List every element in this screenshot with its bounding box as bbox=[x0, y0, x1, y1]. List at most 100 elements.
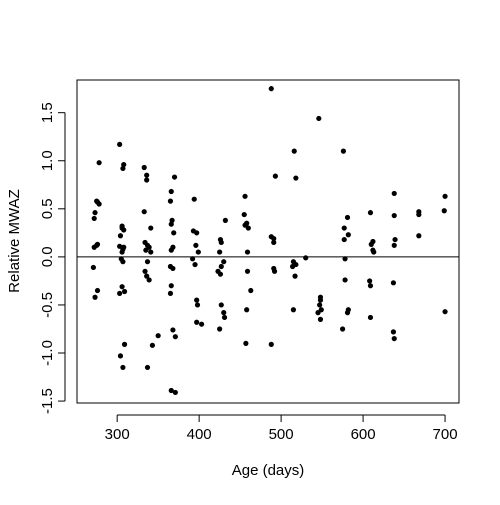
point bbox=[243, 340, 249, 346]
point bbox=[168, 188, 174, 195]
point bbox=[290, 307, 297, 313]
y-tick-label: -0.5 bbox=[39, 292, 56, 318]
point bbox=[344, 310, 351, 316]
point bbox=[317, 302, 323, 308]
point bbox=[392, 236, 398, 243]
point bbox=[168, 283, 174, 289]
point bbox=[242, 193, 248, 199]
point bbox=[117, 290, 123, 297]
point bbox=[90, 264, 96, 271]
x-tick-label: 500 bbox=[269, 426, 294, 443]
point bbox=[155, 333, 161, 339]
y-axis-label: Relative MWAZ bbox=[6, 189, 23, 293]
point bbox=[119, 284, 125, 290]
point bbox=[168, 221, 174, 227]
point bbox=[199, 321, 205, 327]
point bbox=[221, 259, 227, 265]
point bbox=[119, 223, 125, 229]
point bbox=[218, 263, 224, 270]
point bbox=[292, 273, 298, 279]
point bbox=[272, 173, 278, 179]
point bbox=[291, 148, 297, 154]
point bbox=[391, 190, 397, 197]
point bbox=[244, 249, 251, 255]
point bbox=[193, 242, 199, 248]
point bbox=[144, 172, 150, 178]
point bbox=[192, 261, 198, 268]
point bbox=[141, 209, 147, 215]
point bbox=[271, 239, 277, 246]
point bbox=[189, 256, 196, 262]
point bbox=[121, 161, 127, 168]
point bbox=[442, 193, 448, 199]
y-tick-label: 1.0 bbox=[39, 150, 56, 171]
point bbox=[121, 288, 128, 295]
point bbox=[120, 364, 126, 371]
point bbox=[244, 268, 251, 274]
point bbox=[143, 247, 149, 253]
point bbox=[271, 236, 277, 242]
point bbox=[141, 164, 147, 171]
point bbox=[170, 265, 176, 272]
point bbox=[341, 225, 347, 231]
point bbox=[317, 297, 324, 303]
point bbox=[268, 341, 274, 347]
point bbox=[315, 310, 321, 316]
point bbox=[222, 217, 228, 223]
y-tick-label: -1.0 bbox=[39, 340, 56, 366]
point bbox=[391, 212, 397, 219]
point bbox=[367, 210, 374, 216]
point bbox=[317, 316, 324, 322]
point bbox=[217, 249, 223, 255]
point bbox=[171, 174, 178, 180]
point bbox=[391, 242, 397, 248]
point bbox=[218, 302, 224, 308]
y-tick-label: 1.5 bbox=[39, 102, 56, 123]
point bbox=[117, 233, 124, 239]
point bbox=[390, 329, 397, 335]
point bbox=[344, 214, 351, 221]
point bbox=[96, 160, 102, 166]
point bbox=[217, 271, 224, 277]
point bbox=[341, 236, 347, 243]
point bbox=[371, 249, 377, 255]
point bbox=[367, 314, 374, 321]
point bbox=[168, 247, 174, 253]
point bbox=[442, 309, 448, 315]
point bbox=[149, 342, 156, 348]
point bbox=[339, 326, 346, 332]
point bbox=[172, 389, 178, 396]
x-tick-label: 700 bbox=[433, 426, 458, 443]
point bbox=[248, 287, 254, 294]
point bbox=[194, 319, 200, 325]
point bbox=[367, 283, 374, 289]
point bbox=[293, 175, 299, 181]
point bbox=[391, 335, 397, 342]
point bbox=[144, 177, 150, 183]
point bbox=[340, 148, 347, 154]
point bbox=[120, 259, 126, 265]
y-tick-label: -1.5 bbox=[39, 388, 56, 414]
point bbox=[316, 115, 322, 122]
point bbox=[441, 208, 447, 214]
point bbox=[244, 307, 250, 313]
point bbox=[121, 341, 128, 347]
point bbox=[416, 211, 422, 218]
point bbox=[167, 290, 174, 297]
point bbox=[194, 297, 200, 303]
point bbox=[117, 141, 123, 148]
point bbox=[94, 287, 101, 294]
point bbox=[117, 353, 124, 359]
point bbox=[91, 215, 97, 222]
point bbox=[171, 230, 177, 236]
point bbox=[303, 255, 309, 261]
point bbox=[194, 230, 200, 236]
point bbox=[268, 86, 274, 92]
point bbox=[194, 302, 201, 308]
point bbox=[221, 310, 227, 316]
point bbox=[367, 278, 373, 284]
point bbox=[168, 387, 174, 394]
plot-box bbox=[76, 79, 460, 404]
point bbox=[416, 233, 422, 239]
point bbox=[144, 259, 151, 265]
